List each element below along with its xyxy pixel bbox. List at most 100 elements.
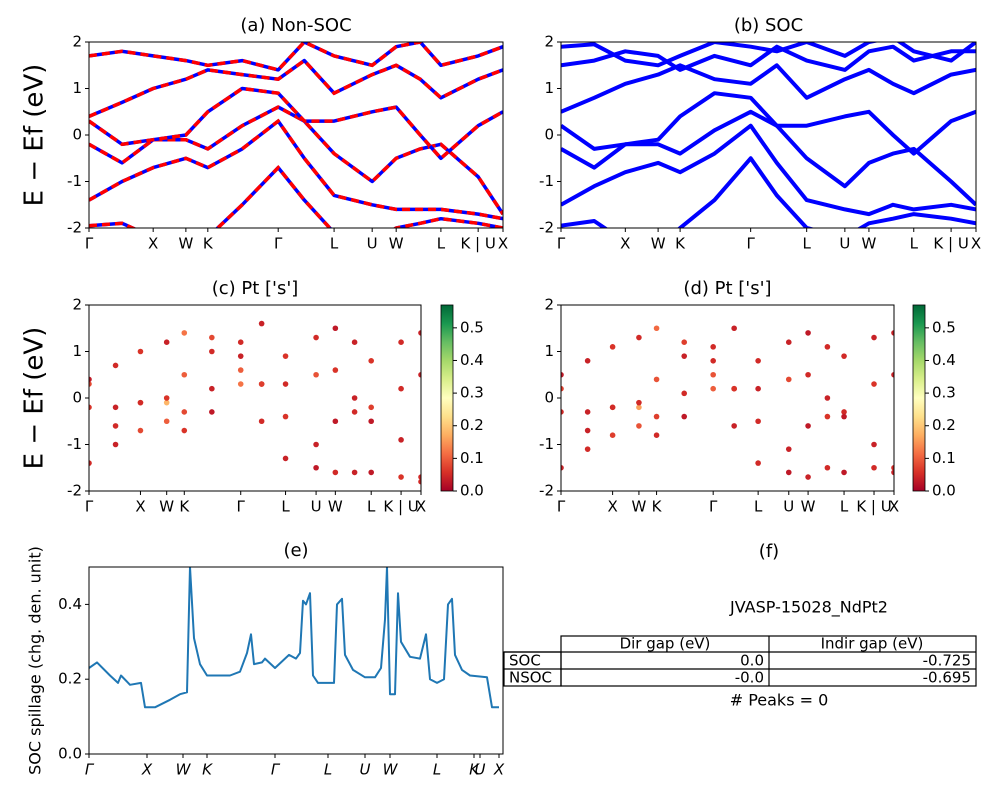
y-tick-label: -2 — [67, 482, 82, 500]
projection-point — [824, 344, 831, 350]
projection-point — [89, 381, 92, 387]
projection-point — [313, 371, 319, 378]
x-tick-label: K | U — [856, 498, 891, 516]
projection-point — [89, 376, 92, 383]
projection-point — [418, 474, 421, 480]
projection-point — [681, 413, 688, 420]
x-tick-label: K | U — [460, 235, 495, 253]
projection-point — [163, 339, 170, 346]
projection-point — [237, 339, 244, 346]
x-tick-label: X — [889, 498, 899, 516]
peaks-note: # Peaks = 0 — [730, 691, 829, 710]
x-tick-label: W — [651, 235, 666, 253]
table-cell: -0.695 — [923, 669, 971, 687]
projection-point — [731, 423, 737, 429]
projection-point — [209, 385, 215, 392]
panel-title: (c) Pt ['s'] — [212, 278, 299, 299]
projection-point — [332, 469, 339, 476]
projection-point — [313, 441, 319, 448]
y-tick-label: 1 — [72, 79, 82, 97]
y-tick-label: 0 — [72, 389, 82, 407]
projection-point — [561, 409, 564, 415]
x-tick-label: L — [754, 498, 763, 516]
projection-point — [805, 423, 811, 429]
axes-frame — [88, 304, 422, 492]
x-tick-label: L — [840, 498, 849, 516]
y-tick-label: 1 — [544, 342, 554, 360]
projection-point — [163, 395, 170, 401]
band-line — [561, 156, 976, 228]
projection-point — [653, 413, 660, 420]
projection-point — [871, 464, 877, 471]
x-tick-label: X — [135, 498, 145, 516]
x-tick-label: W — [178, 235, 193, 253]
colorbar-tick-label: 0.3 — [460, 384, 484, 402]
projection-point — [609, 344, 616, 350]
band-line-overlay — [89, 118, 503, 221]
x-tick-label: L — [367, 498, 376, 516]
colorbar-tick-label: 0.5 — [460, 318, 484, 336]
projection-point — [351, 409, 358, 415]
projection-point — [805, 371, 811, 378]
x-tick-label: X — [971, 235, 981, 253]
row-label: SOC — [509, 652, 541, 670]
colorbar — [440, 304, 454, 492]
axes-frame — [560, 304, 895, 492]
x-tick-label: L — [281, 498, 290, 516]
projection-point — [561, 385, 564, 392]
projection-point — [258, 320, 265, 327]
projection-point — [653, 432, 660, 439]
material-id: JVASP-15028_NdPt2 — [729, 598, 888, 618]
projection-point — [258, 381, 265, 387]
projection-point — [237, 381, 244, 387]
band-line-overlay — [89, 105, 503, 216]
projection-point — [137, 399, 144, 406]
colorbar-tick-label: 0.0 — [460, 482, 484, 500]
projection-point — [282, 353, 289, 359]
projection-point — [368, 404, 375, 411]
y-axis-label: E − Ef (eV) — [20, 64, 50, 207]
projection-point — [332, 418, 339, 425]
y-tick-label: 2 — [72, 296, 82, 314]
x-tick-label: L — [324, 761, 332, 779]
projection-point — [209, 348, 215, 355]
projection-point — [209, 334, 215, 341]
x-tick-label: K | U — [383, 498, 418, 516]
colorbar-tick-label: 0.5 — [932, 318, 956, 336]
projection-point — [584, 409, 591, 415]
projection-point — [237, 367, 244, 373]
table-cell: -0.0 — [735, 669, 764, 687]
x-tick-label: W — [801, 498, 816, 516]
projection-point — [636, 423, 642, 429]
x-tick-label: K | U — [933, 235, 968, 253]
projection-point — [368, 469, 375, 476]
projection-point — [681, 339, 688, 346]
projection-point — [731, 325, 737, 332]
projection-point — [398, 339, 404, 346]
band-line — [561, 109, 976, 207]
projection-point — [755, 358, 761, 364]
projection-point — [112, 423, 119, 429]
projection-point — [681, 390, 688, 397]
colorbar-tick-label: 0.4 — [932, 351, 956, 369]
x-tick-label: U — [360, 761, 371, 779]
x-tick-label: Γ — [557, 235, 566, 253]
x-tick-label: W — [383, 761, 399, 779]
y-tick-label: 1 — [72, 342, 82, 360]
x-tick-label: K — [203, 235, 214, 253]
projection-point — [181, 427, 188, 434]
band-line — [561, 42, 976, 68]
projection-point — [561, 464, 564, 471]
x-tick-label: L — [803, 235, 812, 253]
y-tick-label: -1 — [539, 435, 554, 453]
x-tick-label: W — [328, 498, 343, 516]
projection-point — [891, 330, 894, 336]
y-tick-label: -2 — [539, 482, 554, 500]
projection-point — [181, 330, 188, 336]
projection-point — [398, 437, 404, 443]
band-line — [561, 91, 976, 156]
projection-point — [824, 464, 831, 471]
projection-point — [89, 404, 92, 411]
projection-point — [282, 413, 289, 420]
y-tick-label: -1 — [67, 435, 82, 453]
